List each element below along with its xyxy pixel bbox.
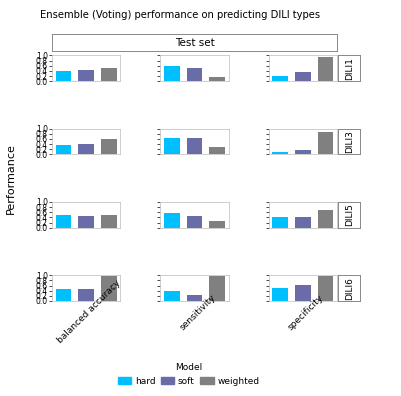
Bar bbox=[318, 57, 334, 81]
Bar bbox=[318, 209, 334, 228]
Bar bbox=[295, 285, 311, 301]
Bar bbox=[55, 215, 71, 228]
Bar bbox=[272, 287, 288, 301]
Text: Performance: Performance bbox=[6, 143, 16, 213]
Bar bbox=[78, 289, 94, 301]
Text: specificity: specificity bbox=[286, 293, 326, 331]
Bar bbox=[318, 132, 334, 154]
Bar bbox=[55, 145, 71, 154]
Text: DILI3: DILI3 bbox=[345, 130, 354, 153]
Bar bbox=[186, 139, 203, 154]
Bar bbox=[101, 215, 117, 228]
Bar bbox=[186, 69, 203, 81]
Text: sensitivity: sensitivity bbox=[178, 292, 217, 332]
Bar bbox=[164, 291, 180, 301]
Bar bbox=[295, 217, 311, 228]
Bar bbox=[272, 152, 288, 154]
Bar bbox=[209, 276, 225, 301]
Bar bbox=[55, 289, 71, 301]
Bar bbox=[164, 213, 180, 228]
Bar bbox=[295, 150, 311, 154]
Bar bbox=[101, 68, 117, 81]
Bar bbox=[78, 70, 94, 81]
Bar bbox=[55, 71, 71, 81]
Text: balanced accuracy: balanced accuracy bbox=[56, 279, 123, 345]
Bar bbox=[101, 276, 117, 301]
Bar bbox=[164, 139, 180, 154]
Bar bbox=[186, 295, 203, 301]
Text: DILI5: DILI5 bbox=[345, 204, 354, 226]
Bar bbox=[272, 76, 288, 81]
Text: Test set: Test set bbox=[174, 38, 215, 48]
Bar bbox=[295, 72, 311, 81]
Bar bbox=[209, 221, 225, 228]
Bar bbox=[78, 216, 94, 228]
Text: Ensemble (Voting) performance on predicting DILI types: Ensemble (Voting) performance on predict… bbox=[41, 10, 320, 20]
Bar bbox=[101, 139, 117, 154]
Text: DILI1: DILI1 bbox=[345, 57, 354, 80]
Legend: hard, soft, weighted: hard, soft, weighted bbox=[116, 362, 261, 388]
Bar bbox=[209, 77, 225, 81]
Text: DILI6: DILI6 bbox=[345, 277, 354, 299]
Bar bbox=[209, 147, 225, 154]
Bar bbox=[318, 276, 334, 301]
Bar bbox=[78, 144, 94, 154]
Bar bbox=[164, 66, 180, 81]
Bar bbox=[272, 217, 288, 228]
Bar bbox=[186, 216, 203, 228]
